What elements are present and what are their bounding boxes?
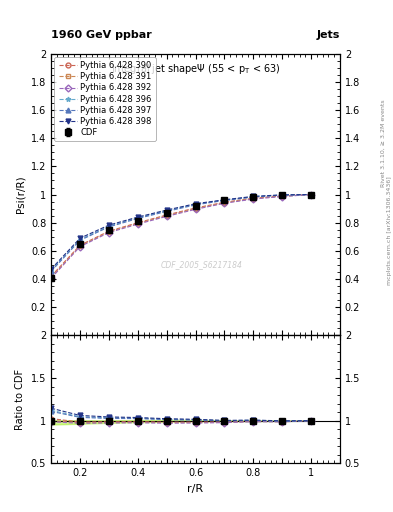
- Pythia 6.428 396: [280, 192, 285, 198]
- Pythia 6.428 392: [193, 206, 198, 212]
- Pythia 6.428 390: [78, 242, 83, 248]
- Y-axis label: Psi(r/R): Psi(r/R): [15, 176, 25, 214]
- Pythia 6.428 391: [222, 200, 227, 206]
- Line: Pythia 6.428 396: Pythia 6.428 396: [49, 192, 314, 273]
- Pythia 6.428 392: [309, 191, 314, 198]
- Pythia 6.428 396: [193, 201, 198, 207]
- Pythia 6.428 397: [78, 237, 83, 243]
- Line: Pythia 6.428 397: Pythia 6.428 397: [49, 192, 314, 274]
- Pythia 6.428 390: [107, 228, 111, 234]
- Pythia 6.428 392: [251, 196, 256, 202]
- Pythia 6.428 392: [164, 214, 169, 220]
- Pythia 6.428 391: [136, 220, 140, 226]
- Pythia 6.428 397: [49, 268, 53, 274]
- Pythia 6.428 396: [107, 223, 111, 229]
- Text: 1960 GeV ppbar: 1960 GeV ppbar: [51, 30, 152, 40]
- Pythia 6.428 390: [164, 212, 169, 218]
- Pythia 6.428 391: [49, 274, 53, 281]
- Pythia 6.428 398: [222, 197, 227, 203]
- Text: CDF_2005_S6217184: CDF_2005_S6217184: [160, 261, 242, 269]
- Pythia 6.428 390: [280, 193, 285, 199]
- Pythia 6.428 392: [280, 194, 285, 200]
- Pythia 6.428 392: [49, 275, 53, 282]
- Pythia 6.428 391: [280, 193, 285, 199]
- Pythia 6.428 398: [78, 235, 83, 241]
- X-axis label: r/R: r/R: [187, 484, 204, 494]
- Pythia 6.428 391: [78, 243, 83, 249]
- Pythia 6.428 396: [49, 267, 53, 273]
- Pythia 6.428 398: [49, 266, 53, 272]
- Line: Pythia 6.428 392: Pythia 6.428 392: [49, 192, 314, 281]
- Pythia 6.428 390: [251, 195, 256, 201]
- Pythia 6.428 397: [251, 194, 256, 200]
- Pythia 6.428 391: [251, 196, 256, 202]
- Text: Rivet 3.1.10, ≥ 3.2M events: Rivet 3.1.10, ≥ 3.2M events: [381, 99, 386, 187]
- Text: Integral jet shape$\Psi$ (55 < p$_{\rm T}$ < 63): Integral jet shape$\Psi$ (55 < p$_{\rm T…: [111, 62, 280, 76]
- Pythia 6.428 397: [107, 224, 111, 230]
- Pythia 6.428 390: [49, 273, 53, 280]
- Line: Pythia 6.428 391: Pythia 6.428 391: [49, 192, 314, 280]
- Pythia 6.428 396: [164, 208, 169, 214]
- Pythia 6.428 392: [78, 244, 83, 250]
- Pythia 6.428 398: [309, 191, 314, 198]
- Pythia 6.428 392: [107, 229, 111, 236]
- Pythia 6.428 396: [78, 237, 83, 243]
- Pythia 6.428 397: [222, 198, 227, 204]
- Pythia 6.428 392: [222, 200, 227, 206]
- Pythia 6.428 391: [309, 191, 314, 198]
- Pythia 6.428 397: [280, 192, 285, 198]
- Pythia 6.428 390: [222, 199, 227, 205]
- Pythia 6.428 396: [251, 194, 256, 200]
- Pythia 6.428 390: [309, 191, 314, 198]
- Pythia 6.428 397: [309, 191, 314, 198]
- Pythia 6.428 397: [136, 216, 140, 222]
- Legend: Pythia 6.428 390, Pythia 6.428 391, Pythia 6.428 392, Pythia 6.428 396, Pythia 6: Pythia 6.428 390, Pythia 6.428 391, Pyth…: [54, 57, 156, 141]
- Pythia 6.428 398: [107, 222, 111, 228]
- Pythia 6.428 398: [136, 214, 140, 220]
- Pythia 6.428 398: [164, 207, 169, 213]
- Pythia 6.428 390: [136, 220, 140, 226]
- Pythia 6.428 397: [193, 202, 198, 208]
- Text: mcplots.cern.ch [arXiv:1306.3436]: mcplots.cern.ch [arXiv:1306.3436]: [387, 176, 391, 285]
- Pythia 6.428 391: [193, 205, 198, 212]
- Text: Jets: Jets: [317, 30, 340, 40]
- Line: Pythia 6.428 390: Pythia 6.428 390: [49, 192, 314, 279]
- Y-axis label: Ratio to CDF: Ratio to CDF: [15, 369, 25, 430]
- Pythia 6.428 391: [164, 212, 169, 219]
- Line: Pythia 6.428 398: Pythia 6.428 398: [49, 192, 314, 271]
- Pythia 6.428 391: [107, 229, 111, 235]
- Pythia 6.428 390: [193, 205, 198, 211]
- Pythia 6.428 397: [164, 208, 169, 215]
- Pythia 6.428 396: [309, 191, 314, 198]
- Pythia 6.428 392: [136, 221, 140, 227]
- Pythia 6.428 398: [280, 192, 285, 198]
- Pythia 6.428 398: [193, 201, 198, 207]
- Pythia 6.428 396: [222, 197, 227, 203]
- Pythia 6.428 396: [136, 215, 140, 221]
- Pythia 6.428 398: [251, 194, 256, 200]
